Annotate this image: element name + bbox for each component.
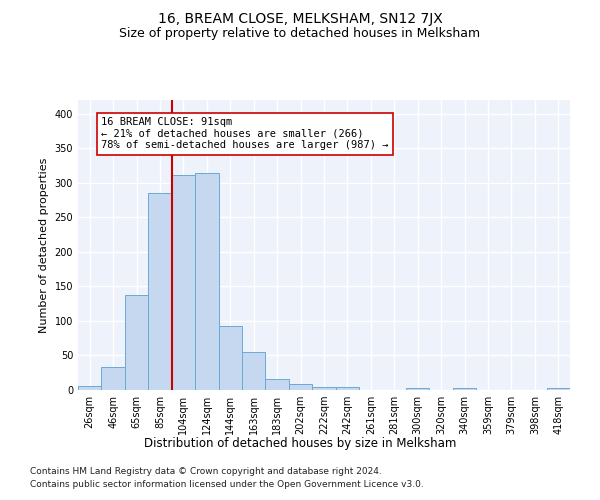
- Text: Size of property relative to detached houses in Melksham: Size of property relative to detached ho…: [119, 28, 481, 40]
- Bar: [242, 352, 265, 390]
- Bar: [195, 172, 218, 390]
- Bar: [172, 174, 195, 390]
- Bar: [453, 388, 476, 390]
- Bar: [265, 379, 289, 390]
- Text: 16, BREAM CLOSE, MELKSHAM, SN12 7JX: 16, BREAM CLOSE, MELKSHAM, SN12 7JX: [158, 12, 442, 26]
- Text: 16 BREAM CLOSE: 91sqm
← 21% of detached houses are smaller (266)
78% of semi-det: 16 BREAM CLOSE: 91sqm ← 21% of detached …: [101, 118, 389, 150]
- Text: Contains public sector information licensed under the Open Government Licence v3: Contains public sector information licen…: [30, 480, 424, 489]
- Bar: [125, 294, 148, 390]
- Bar: [148, 193, 172, 390]
- Bar: [101, 367, 125, 390]
- Text: Contains HM Land Registry data © Crown copyright and database right 2024.: Contains HM Land Registry data © Crown c…: [30, 467, 382, 476]
- Bar: [406, 388, 430, 390]
- Bar: [218, 326, 242, 390]
- Bar: [312, 387, 336, 390]
- Bar: [336, 387, 359, 390]
- Bar: [547, 388, 570, 390]
- Bar: [78, 386, 101, 390]
- Text: Distribution of detached houses by size in Melksham: Distribution of detached houses by size …: [144, 438, 456, 450]
- Bar: [289, 384, 312, 390]
- Y-axis label: Number of detached properties: Number of detached properties: [39, 158, 49, 332]
